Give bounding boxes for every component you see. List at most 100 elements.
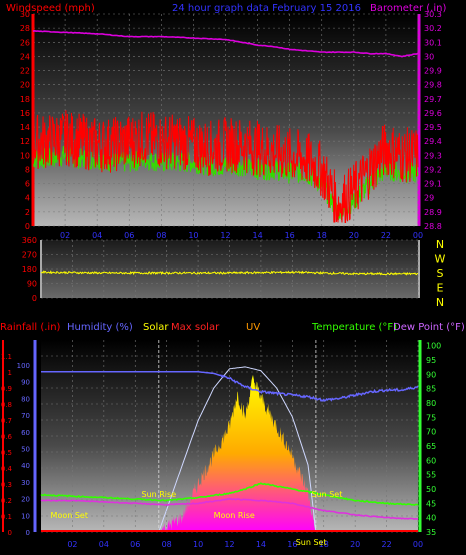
top-left-tick-label: 4: [25, 194, 30, 203]
top-right-tick-label: 30.3: [424, 10, 442, 19]
top-right-tick-label: 29.9: [424, 67, 442, 76]
humidity-tick-label: 80: [21, 395, 30, 403]
legend-humidity: Humidity (%): [67, 322, 133, 333]
top-x-tick-label: 10: [188, 231, 198, 240]
humidity-tick-label: 20: [21, 496, 30, 504]
direction-letter: E: [437, 282, 444, 295]
temperature-tick-label: 55: [426, 471, 436, 480]
top-x-tick-label: 22: [381, 231, 391, 240]
top-marks: [32, 29, 419, 223]
humidity-tick-label: 10: [21, 512, 30, 520]
rain-tick-label: 0.1: [1, 513, 12, 521]
top-left-tick-label: 16: [20, 109, 30, 118]
top-x-tick-label: 12: [220, 231, 230, 240]
top-right-tick-label: 30.1: [424, 38, 442, 47]
mid-y-tick-label: 0: [32, 294, 37, 303]
bottom-x-tick-label: 22: [381, 540, 391, 549]
humidity-tick-label: 60: [21, 429, 30, 437]
humidity-tick-label: 50: [21, 446, 30, 454]
top-right-tick-label: 29.1: [424, 180, 442, 189]
left-axis-title: Windspeed (mph): [6, 3, 95, 14]
legend-temperature: Temperature (°F): [311, 322, 397, 333]
legend-rainfall: Rainfall (.in): [0, 322, 61, 333]
humidity-tick-label: 90: [21, 379, 30, 387]
bottom-x-tick-label: 04: [99, 540, 109, 549]
wind-direction-line: [40, 270, 419, 276]
top-right-tick-label: 29.4: [424, 137, 442, 146]
top-x-tick-label: 18: [317, 231, 327, 240]
top-right-tick-label: 29: [424, 194, 434, 203]
bottom-x-tick-label: 00: [413, 540, 423, 549]
bottom-legend: Rainfall (.in) Humidity (%) Solar Max solar…: [0, 322, 465, 333]
top-x-tick-label: 00: [413, 231, 423, 240]
temperature-tick-label: 50: [426, 485, 436, 494]
top-right-tick-label: 28.9: [424, 208, 442, 217]
bottom-x-tick-label: 10: [193, 540, 203, 549]
mid-y-tick-label: 180: [22, 265, 37, 274]
top-x-tick-label: 20: [349, 231, 359, 240]
top-right-tick-label: 29.7: [424, 95, 442, 104]
bottom-x-tick-label: 12: [224, 540, 234, 549]
rain-tick-label: 0.4: [1, 465, 13, 473]
annotation-label: Moon Rise: [214, 511, 255, 520]
top-left-tick-label: 10: [20, 151, 30, 160]
annotation-label: Moon Set: [51, 511, 88, 520]
top-left-tick-label: 2: [25, 208, 30, 217]
direction-letter: S: [437, 267, 444, 280]
rain-tick-label: 0.8: [1, 401, 12, 409]
bottom-x-tick-label: 02: [67, 540, 77, 549]
top-right-tick-label: 29.8: [424, 81, 442, 90]
top-right-tick-label: 30.2: [424, 24, 442, 33]
bottom-x-tick-label: 18: [319, 540, 329, 549]
humidity-tick-label: 100: [17, 362, 30, 370]
top-x-tick-label: 02: [60, 231, 70, 240]
rain-tick-label: 0.6: [1, 433, 13, 441]
bottom-x-tick-label: 14: [256, 540, 266, 549]
top-right-tick-label: 29.6: [424, 109, 442, 118]
humidity-line: [41, 370, 419, 402]
rain-tick-label: 1.1: [1, 353, 12, 361]
top-left-tick-label: 14: [20, 123, 30, 132]
top-left-tick-label: 0: [25, 222, 30, 231]
max-solar-line: [158, 366, 317, 533]
temperature-tick-label: 95: [426, 356, 436, 365]
top-left-tick-label: 8: [25, 165, 30, 174]
top-x-tick-label: 08: [156, 231, 166, 240]
temperature-tick-label: 70: [426, 428, 436, 437]
right-axis-title: Barometer (.in): [370, 3, 446, 14]
direction-letter: N: [436, 296, 444, 309]
humidity-tick-label: 70: [21, 412, 30, 420]
rain-tick-label: 0.5: [1, 449, 12, 457]
rain-tick-label: 0: [8, 529, 12, 537]
temperature-tick-label: 45: [426, 499, 436, 508]
humidity-tick-label: 40: [21, 462, 30, 470]
direction-letter: W: [435, 253, 446, 266]
legend-max-solar: Max solar: [171, 322, 220, 333]
bottom-x-tick-label: 16: [287, 540, 297, 549]
legend-dew-point: Dew Point (°F): [393, 322, 465, 333]
top-right-tick-label: 29.3: [424, 151, 442, 160]
humidity-tick-label: 0: [26, 529, 30, 537]
temperature-tick-label: 60: [426, 456, 436, 465]
bottom-x-tick-label: 20: [350, 540, 360, 549]
temperature-line: [40, 482, 419, 506]
top-right-tick-label: 29.2: [424, 165, 442, 174]
temperature-tick-label: 75: [426, 413, 436, 422]
temperature-tick-label: 35: [426, 528, 436, 537]
top-x-tick-label: 06: [124, 231, 134, 240]
annotation-label: Sun Set: [296, 538, 327, 547]
temperature-tick-label: 40: [426, 514, 436, 523]
top-left-tick-label: 22: [20, 67, 30, 76]
annotation-label: Sun Set: [311, 490, 342, 499]
top-left-tick-label: 6: [25, 180, 30, 189]
rain-tick-label: 0.7: [1, 417, 12, 425]
mid-y-tick-label: 360: [22, 236, 37, 245]
top-left-tick-label: 20: [20, 81, 30, 90]
barometer-line: [32, 29, 419, 58]
temperature-tick-label: 85: [426, 385, 436, 394]
rain-tick-label: 0.9: [1, 385, 12, 393]
top-left-tick-label: 18: [20, 95, 30, 104]
